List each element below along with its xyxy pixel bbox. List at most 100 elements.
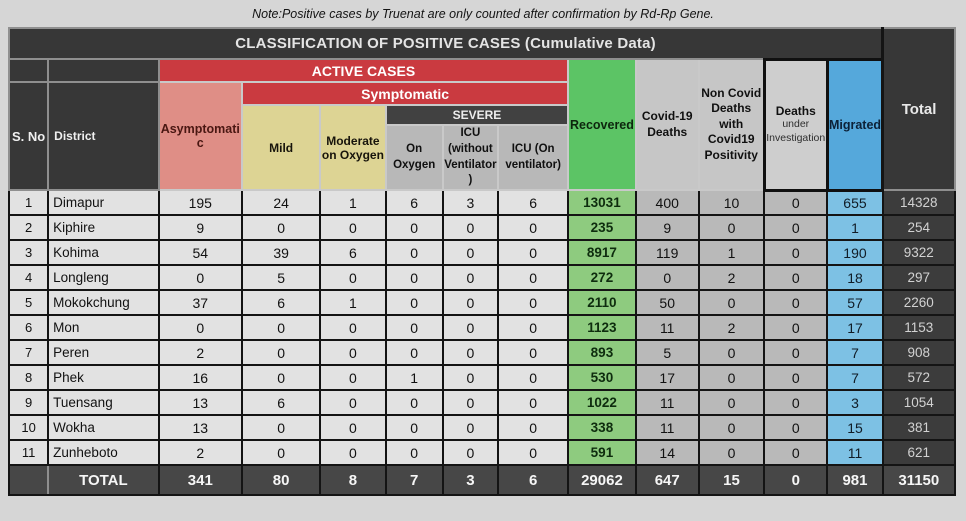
cell-icu-on-ventilator: 0 — [496, 314, 570, 341]
cell-district: Mokokchung — [47, 289, 160, 316]
cell-row-total: 1054 — [881, 389, 957, 416]
column-header-migrated: Migrated — [825, 57, 885, 192]
cell-icu-without-ventilator: 0 — [441, 289, 500, 316]
cell-icu-without-ventilator: 0 — [441, 264, 500, 291]
header-severe: SEVERE — [384, 104, 570, 126]
cell-row-total: 381 — [881, 414, 957, 441]
column-header-non-covid-deaths: Non Covid Deaths with Covid19 Positivity — [697, 58, 766, 191]
cell-moderate-on-oxygen: 0 — [319, 314, 387, 341]
cell-migrated: 18 — [826, 264, 884, 291]
cell-row-total: 1153 — [881, 314, 957, 341]
total-row: TOTAL 341 80 8 7 3 6 29062 647 15 0 981 … — [7, 464, 957, 496]
column-header-s-no: S. No — [7, 81, 50, 191]
cell-mild: 24 — [240, 189, 322, 216]
cell-on-oxygen: 0 — [384, 339, 444, 366]
cell-moderate-on-oxygen: 0 — [319, 264, 387, 291]
cell-s-no: 11 — [7, 439, 50, 466]
cell-row-total: 2260 — [881, 289, 957, 316]
cell-recovered: 591 — [567, 439, 637, 466]
cell-icu-without-ventilator: 0 — [441, 364, 500, 391]
cell-icu-on-ventilator: 0 — [496, 264, 570, 291]
cell-deaths-under-investigation: 0 — [763, 189, 829, 216]
cell-row-total: 572 — [881, 364, 957, 391]
column-header-icu-on-ventilator: ICU (On ventilator) — [496, 124, 570, 191]
cell-asymptomatic: 195 — [157, 189, 243, 216]
cell-row-total: 14328 — [881, 189, 957, 216]
cell-non-covid-deaths: 0 — [697, 339, 766, 366]
cell-recovered: 338 — [567, 414, 637, 441]
cell-icu-on-ventilator: 0 — [496, 439, 570, 466]
cell-covid19-deaths: 14 — [634, 439, 700, 466]
cell-asymptomatic: 2 — [157, 339, 243, 366]
cell-mild: 6 — [240, 389, 322, 416]
cell-migrated: 17 — [826, 314, 884, 341]
cell-moderate-on-oxygen: 6 — [319, 239, 387, 266]
cell-on-oxygen: 0 — [384, 314, 444, 341]
note-text: Note:Positive cases by Truenat are only … — [252, 7, 714, 21]
cell-moderate-on-oxygen: 1 — [319, 189, 387, 216]
cell-mild: 0 — [240, 339, 322, 366]
cell-recovered: 1123 — [567, 314, 637, 341]
cell-non-covid-deaths: 0 — [697, 414, 766, 441]
total-moderate-on-oxygen: 8 — [319, 464, 387, 496]
cell-mild: 0 — [240, 214, 322, 241]
cell-moderate-on-oxygen: 1 — [319, 289, 387, 316]
total-icu-on-ventilator: 6 — [496, 464, 570, 496]
cell-covid19-deaths: 9 — [634, 214, 700, 241]
empty-header-cell — [47, 58, 160, 83]
cell-on-oxygen: 0 — [384, 264, 444, 291]
total-row-empty-cell — [7, 464, 50, 496]
cell-migrated: 3 — [826, 389, 884, 416]
table-row: 6 Mon 0 0 0 0 0 0 1123 11 2 0 17 1153 — [7, 314, 957, 341]
cell-non-covid-deaths: 0 — [697, 389, 766, 416]
cell-non-covid-deaths: 1 — [697, 239, 766, 266]
cell-mild: 0 — [240, 439, 322, 466]
cell-row-total: 621 — [881, 439, 957, 466]
total-covid19-deaths: 647 — [634, 464, 700, 496]
cell-migrated: 11 — [826, 439, 884, 466]
cell-moderate-on-oxygen: 0 — [319, 214, 387, 241]
column-header-covid19-deaths: Covid-19 Deaths — [634, 58, 700, 191]
cell-recovered: 530 — [567, 364, 637, 391]
cell-non-covid-deaths: 10 — [697, 189, 766, 216]
total-icu-without-ventilator: 3 — [441, 464, 500, 496]
cell-asymptomatic: 37 — [157, 289, 243, 316]
total-deaths-under-investigation: 0 — [763, 464, 829, 496]
cell-icu-without-ventilator: 0 — [441, 414, 500, 441]
cell-non-covid-deaths: 0 — [697, 214, 766, 241]
total-row-label: TOTAL — [47, 464, 160, 496]
cell-recovered: 235 — [567, 214, 637, 241]
cell-icu-on-ventilator: 0 — [496, 414, 570, 441]
deaths-investigation-main-label: Deaths — [775, 103, 816, 118]
cell-migrated: 1 — [826, 214, 884, 241]
column-header-mild: Mild — [240, 104, 322, 191]
table-row: 4 Longleng 0 5 0 0 0 0 272 0 2 0 18 297 — [7, 264, 957, 291]
cell-asymptomatic: 13 — [157, 414, 243, 441]
cell-deaths-under-investigation: 0 — [763, 339, 829, 366]
cell-icu-on-ventilator: 0 — [496, 214, 570, 241]
cell-covid19-deaths: 0 — [634, 264, 700, 291]
cell-recovered: 2110 — [567, 289, 637, 316]
cell-on-oxygen: 6 — [384, 189, 444, 216]
cell-icu-on-ventilator: 0 — [496, 389, 570, 416]
table-row: 8 Phek 16 0 0 1 0 0 530 17 0 0 7 572 — [7, 364, 957, 391]
cell-non-covid-deaths: 0 — [697, 439, 766, 466]
cell-district: Zunheboto — [47, 439, 160, 466]
cell-icu-on-ventilator: 0 — [496, 364, 570, 391]
cell-non-covid-deaths: 0 — [697, 289, 766, 316]
cell-deaths-under-investigation: 0 — [763, 389, 829, 416]
cell-migrated: 655 — [826, 189, 884, 216]
cell-icu-without-ventilator: 0 — [441, 314, 500, 341]
cell-recovered: 272 — [567, 264, 637, 291]
total-asymptomatic: 341 — [157, 464, 243, 496]
cell-icu-on-ventilator: 0 — [496, 239, 570, 266]
cell-covid19-deaths: 119 — [634, 239, 700, 266]
header-active-cases: ACTIVE CASES — [157, 58, 570, 83]
cell-migrated: 15 — [826, 414, 884, 441]
cell-deaths-under-investigation: 0 — [763, 264, 829, 291]
cell-mild: 6 — [240, 289, 322, 316]
cell-district: Mon — [47, 314, 160, 341]
cell-deaths-under-investigation: 0 — [763, 364, 829, 391]
cell-s-no: 9 — [7, 389, 50, 416]
cell-on-oxygen: 0 — [384, 239, 444, 266]
